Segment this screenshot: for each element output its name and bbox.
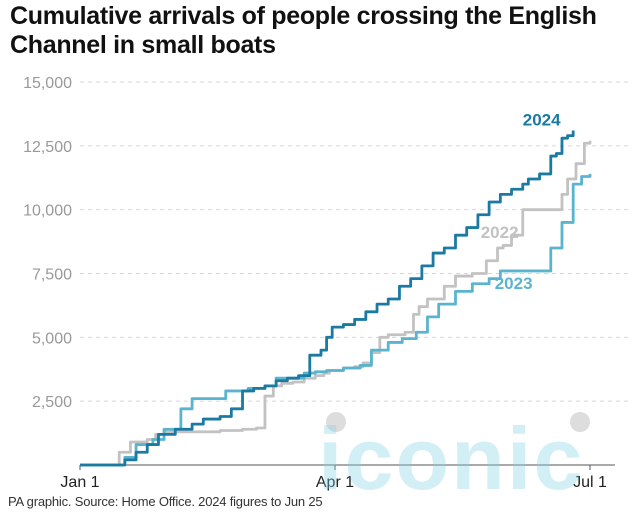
y-tick-label: 2,500 (32, 394, 72, 411)
source-note: PA graphic. Source: Home Office. 2024 fi… (8, 494, 323, 509)
gridlines (80, 81, 630, 402)
series-labels: 2024 2022 2023 (481, 110, 561, 292)
series-lines (80, 130, 592, 467)
x-tick-label: Jul 1 (573, 474, 607, 491)
x-tick-label: Jan 1 (60, 474, 99, 491)
y-tick-label: 10,000 (23, 203, 72, 220)
series-label-2022: 2022 (481, 223, 519, 242)
y-tick-label: 5,000 (32, 330, 72, 347)
x-axis: Jan 1 Apr 1 Jul 1 (60, 464, 615, 491)
series-line-2024 (80, 130, 575, 467)
y-tick-label: 12,500 (23, 139, 72, 156)
y-tick-label: 15,000 (23, 75, 72, 92)
watermark-dot-left (326, 412, 346, 432)
series-line-2022 (80, 140, 592, 467)
watermark-logo: iconic (318, 409, 585, 508)
y-tick-label: 7,500 (32, 267, 72, 284)
series-label-2023: 2023 (495, 274, 533, 293)
x-tick-label: Apr 1 (316, 474, 354, 491)
series-line-2023 (80, 173, 592, 467)
chart-title: Cumulative arrivals of people crossing t… (10, 2, 597, 59)
y-axis-ticks: 2,500 5,000 7,500 10,000 12,500 15,000 (23, 75, 72, 411)
series-label-2024: 2024 (523, 110, 561, 129)
watermark-dot-right (570, 412, 590, 432)
